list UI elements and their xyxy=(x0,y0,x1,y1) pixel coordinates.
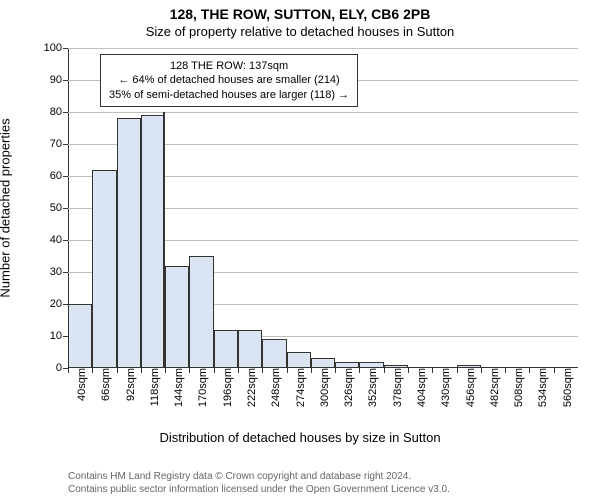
y-tick-label: 30 xyxy=(50,266,68,278)
x-tick-label: 118sqm xyxy=(141,368,161,406)
bar xyxy=(262,339,286,368)
x-tick-label: 482sqm xyxy=(481,368,501,407)
attribution-line-1: Contains HM Land Registry data © Crown c… xyxy=(68,471,450,484)
y-tick-label: 40 xyxy=(50,234,68,246)
histogram-chart: 010203040506070809010040sqm66sqm92sqm118… xyxy=(68,48,578,368)
x-tick-label: 300sqm xyxy=(311,368,331,407)
gridline xyxy=(68,112,578,113)
bar xyxy=(238,330,262,368)
x-tick-label: 144sqm xyxy=(165,368,185,407)
bar xyxy=(141,115,165,368)
x-tick-label: 430sqm xyxy=(432,368,452,407)
bar xyxy=(165,266,189,368)
annotation-line-2: ← 64% of detached houses are smaller (21… xyxy=(109,73,349,87)
annotation-line-1: 128 THE ROW: 137sqm xyxy=(109,59,349,73)
attribution-line-2: Contains public sector information licen… xyxy=(68,484,450,497)
x-tick-label: 508sqm xyxy=(505,368,525,407)
annotation-line-3: 35% of semi-detached houses are larger (… xyxy=(109,88,349,102)
figure: 128, THE ROW, SUTTON, ELY, CB6 2PB Size … xyxy=(0,0,600,500)
x-tick-label: 326sqm xyxy=(335,368,355,407)
bar xyxy=(117,118,141,368)
bar xyxy=(214,330,238,368)
x-tick-label: 560sqm xyxy=(554,368,574,407)
x-tick-label: 92sqm xyxy=(117,368,137,401)
x-tick-label: 274sqm xyxy=(287,368,307,407)
bar xyxy=(68,304,92,368)
page-title: 128, THE ROW, SUTTON, ELY, CB6 2PB xyxy=(0,0,600,22)
x-tick-label: 40sqm xyxy=(68,368,88,401)
y-axis-label: Number of detached properties xyxy=(0,48,13,368)
bar xyxy=(287,352,311,368)
y-tick-label: 20 xyxy=(50,298,68,310)
subtitle: Size of property relative to detached ho… xyxy=(0,22,600,39)
attribution: Contains HM Land Registry data © Crown c… xyxy=(68,471,450,496)
property-marker-line xyxy=(163,112,165,368)
gridline xyxy=(68,48,578,49)
bar xyxy=(92,170,116,368)
x-tick-label: 170sqm xyxy=(189,368,209,407)
x-tick-label: 352sqm xyxy=(359,368,379,407)
x-tick-label: 248sqm xyxy=(262,368,282,407)
x-tick-label: 404sqm xyxy=(408,368,428,407)
y-tick-label: 10 xyxy=(50,330,68,342)
y-tick-label: 100 xyxy=(44,42,68,54)
y-tick-label: 60 xyxy=(50,170,68,182)
y-tick-label: 70 xyxy=(50,138,68,150)
bar xyxy=(311,358,335,368)
y-tick-label: 80 xyxy=(50,106,68,118)
bar xyxy=(189,256,213,368)
annotation-box: 128 THE ROW: 137sqm← 64% of detached hou… xyxy=(100,54,358,107)
y-tick-label: 0 xyxy=(56,362,68,374)
y-tick-label: 90 xyxy=(50,74,68,86)
x-tick-label: 534sqm xyxy=(529,368,549,407)
x-tick-label: 66sqm xyxy=(92,368,112,401)
y-tick-label: 50 xyxy=(50,202,68,214)
x-tick-label: 196sqm xyxy=(214,368,234,407)
x-tick-label: 456sqm xyxy=(457,368,477,407)
x-axis-label: Distribution of detached houses by size … xyxy=(0,430,600,445)
x-tick-label: 378sqm xyxy=(384,368,404,407)
x-tick-label: 222sqm xyxy=(238,368,258,407)
